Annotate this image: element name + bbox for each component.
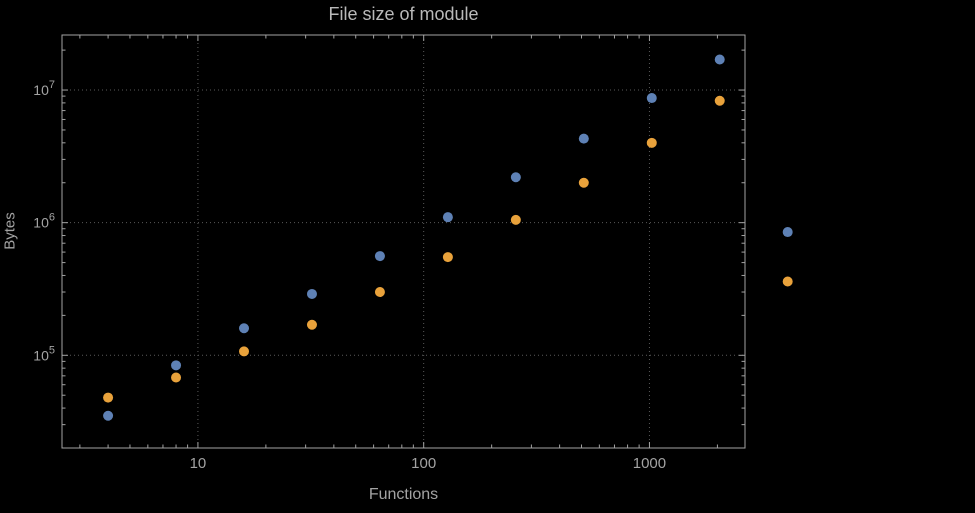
x-axis-label: Functions (368, 486, 439, 503)
data-point-series-orange (646, 137, 657, 148)
chart-title: File size of module (328, 4, 479, 24)
data-point-series-blue (578, 133, 589, 144)
x-tick-label: 1000 (633, 455, 666, 472)
x-tick-label: 10 (190, 455, 207, 472)
data-point-series-orange (103, 392, 114, 403)
data-point-series-blue (442, 212, 453, 223)
data-point-series-orange (782, 276, 793, 287)
data-point-series-blue (171, 360, 182, 371)
x-tick-label: 100 (411, 455, 436, 472)
data-point-series-orange (714, 95, 725, 106)
y-tick-label: 106 (33, 212, 55, 231)
data-point-series-orange (374, 287, 385, 298)
data-point-series-orange (510, 214, 521, 225)
data-point-series-orange (171, 372, 182, 383)
y-tick-label: 107 (33, 79, 55, 98)
data-point-series-orange (239, 346, 250, 357)
data-point-series-blue (374, 251, 385, 262)
data-point-series-blue (646, 93, 657, 104)
data-point-series-orange (578, 177, 589, 188)
data-point-series-blue (714, 54, 725, 65)
data-point-series-orange (442, 252, 453, 263)
data-point-series-blue (782, 227, 793, 238)
data-point-series-blue (510, 172, 521, 183)
plot-frame (61, 34, 746, 449)
data-point-series-orange (306, 319, 317, 330)
data-point-series-blue (103, 410, 114, 421)
y-tick-label: 105 (33, 344, 55, 363)
data-point-series-blue (239, 323, 250, 334)
data-point-series-blue (306, 288, 317, 299)
